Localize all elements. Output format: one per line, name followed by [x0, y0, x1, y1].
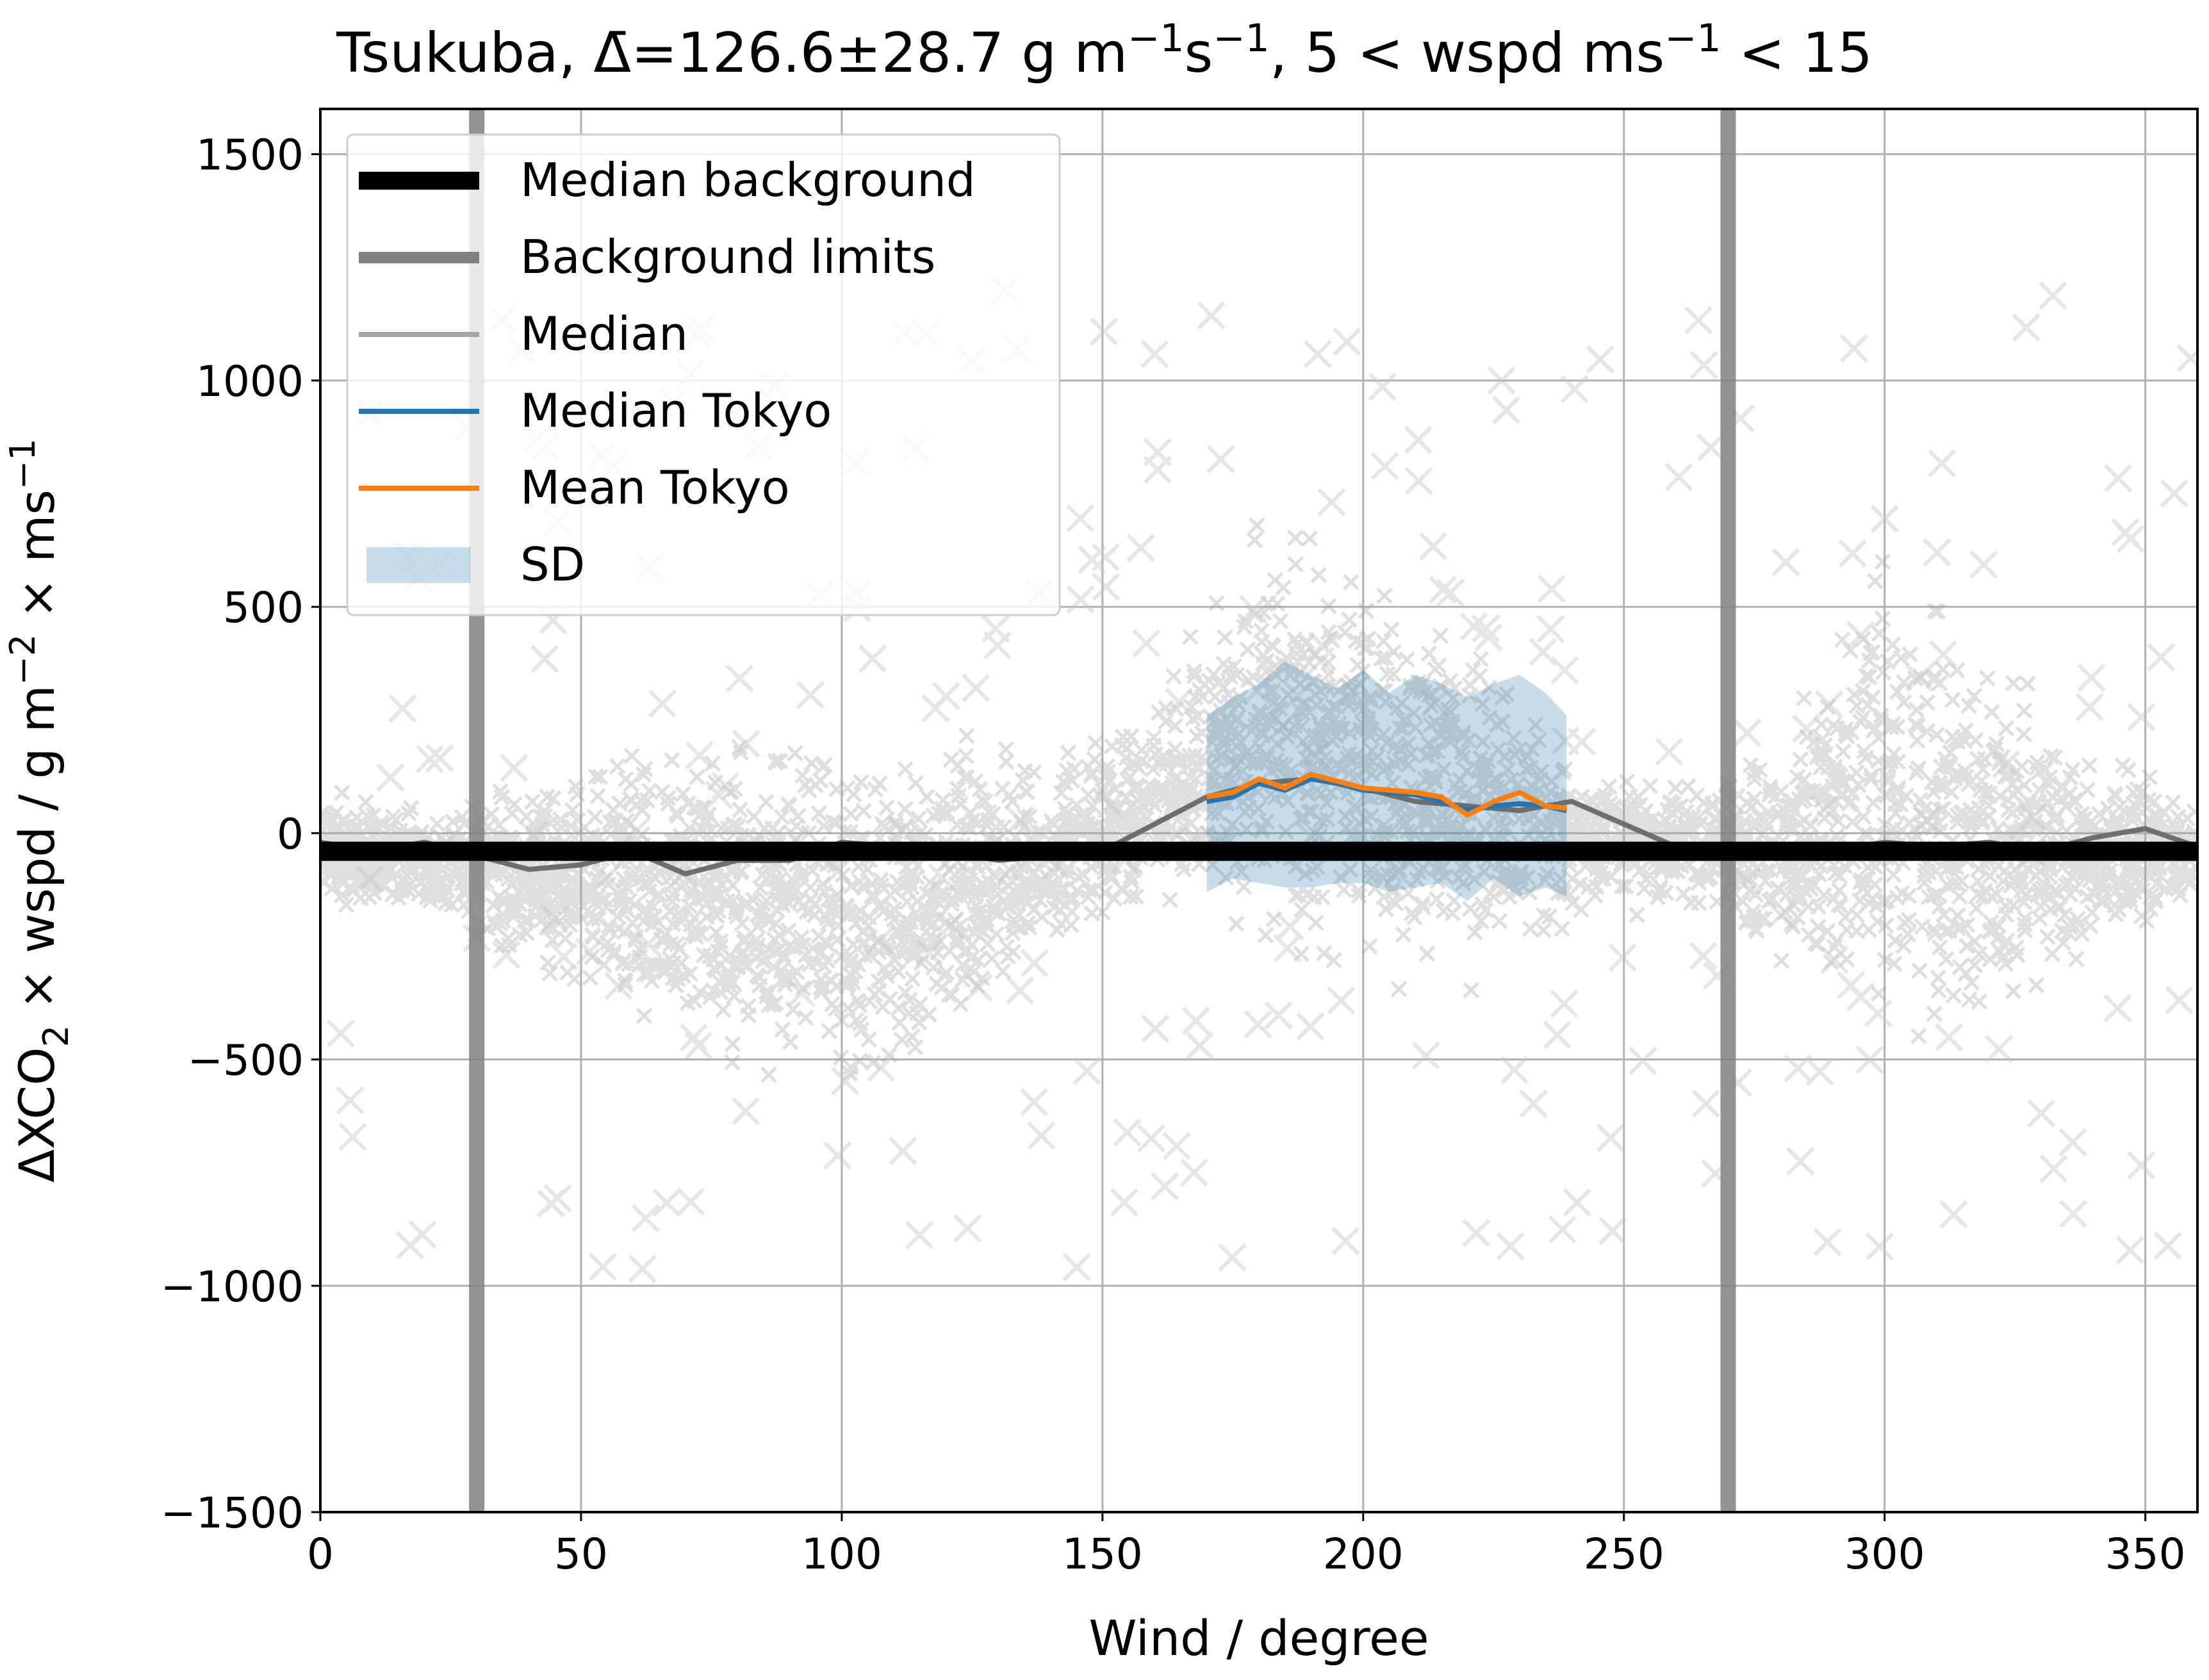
y-axis-label: ΔXCO2 × wspd / g m−2 × ms−1 — [3, 438, 76, 1182]
legend-label: Median — [520, 307, 688, 361]
y-tick-label: 500 — [223, 583, 304, 632]
y-tick-label: −1000 — [161, 1262, 304, 1312]
x-axis-ticks: 0 50 100 150 200 250 300 350 — [307, 1512, 2186, 1579]
x-tick-label: 50 — [554, 1529, 608, 1579]
y-tick-label: 1000 — [196, 357, 304, 406]
legend-swatch — [366, 547, 470, 583]
sd-band — [1206, 661, 1567, 902]
x-tick-label: 0 — [307, 1529, 334, 1579]
legend-label: Median Tokyo — [520, 384, 832, 438]
y-tick-label: 0 — [277, 809, 304, 859]
x-tick-label: 350 — [2105, 1529, 2186, 1579]
plot-frame — [319, 108, 2199, 1513]
legend-label: Median background — [520, 153, 976, 207]
mean-tokyo-line — [1206, 771, 1567, 818]
y-axis-ticks: −1500 −1000 −500 0 500 1000 1500 — [161, 131, 320, 1538]
legend: Median background Background limits Median… — [346, 133, 1061, 616]
legend-label: SD — [520, 538, 585, 591]
chart-title: Tsukuba, Δ̄=126.6±28.7 g m−1s−1, 5 < wsp… — [336, 16, 1873, 85]
y-tick-label: −1500 — [161, 1488, 304, 1538]
x-tick-label: 100 — [801, 1529, 882, 1579]
plot-layer — [320, 109, 2197, 1512]
x-tick-label: 250 — [1584, 1529, 1664, 1579]
y-tick-label: −500 — [188, 1036, 304, 1085]
y-tick-label: 1500 — [196, 131, 304, 180]
legend-label: Background limits — [520, 230, 935, 284]
x-tick-label: 200 — [1323, 1529, 1404, 1579]
x-tick-label: 300 — [1844, 1529, 1925, 1579]
legend-label: Mean Tokyo — [520, 461, 790, 515]
x-axis-label: Wind / degree — [1088, 1610, 1429, 1667]
x-tick-label: 150 — [1062, 1529, 1143, 1579]
legend-frame — [346, 133, 1061, 616]
